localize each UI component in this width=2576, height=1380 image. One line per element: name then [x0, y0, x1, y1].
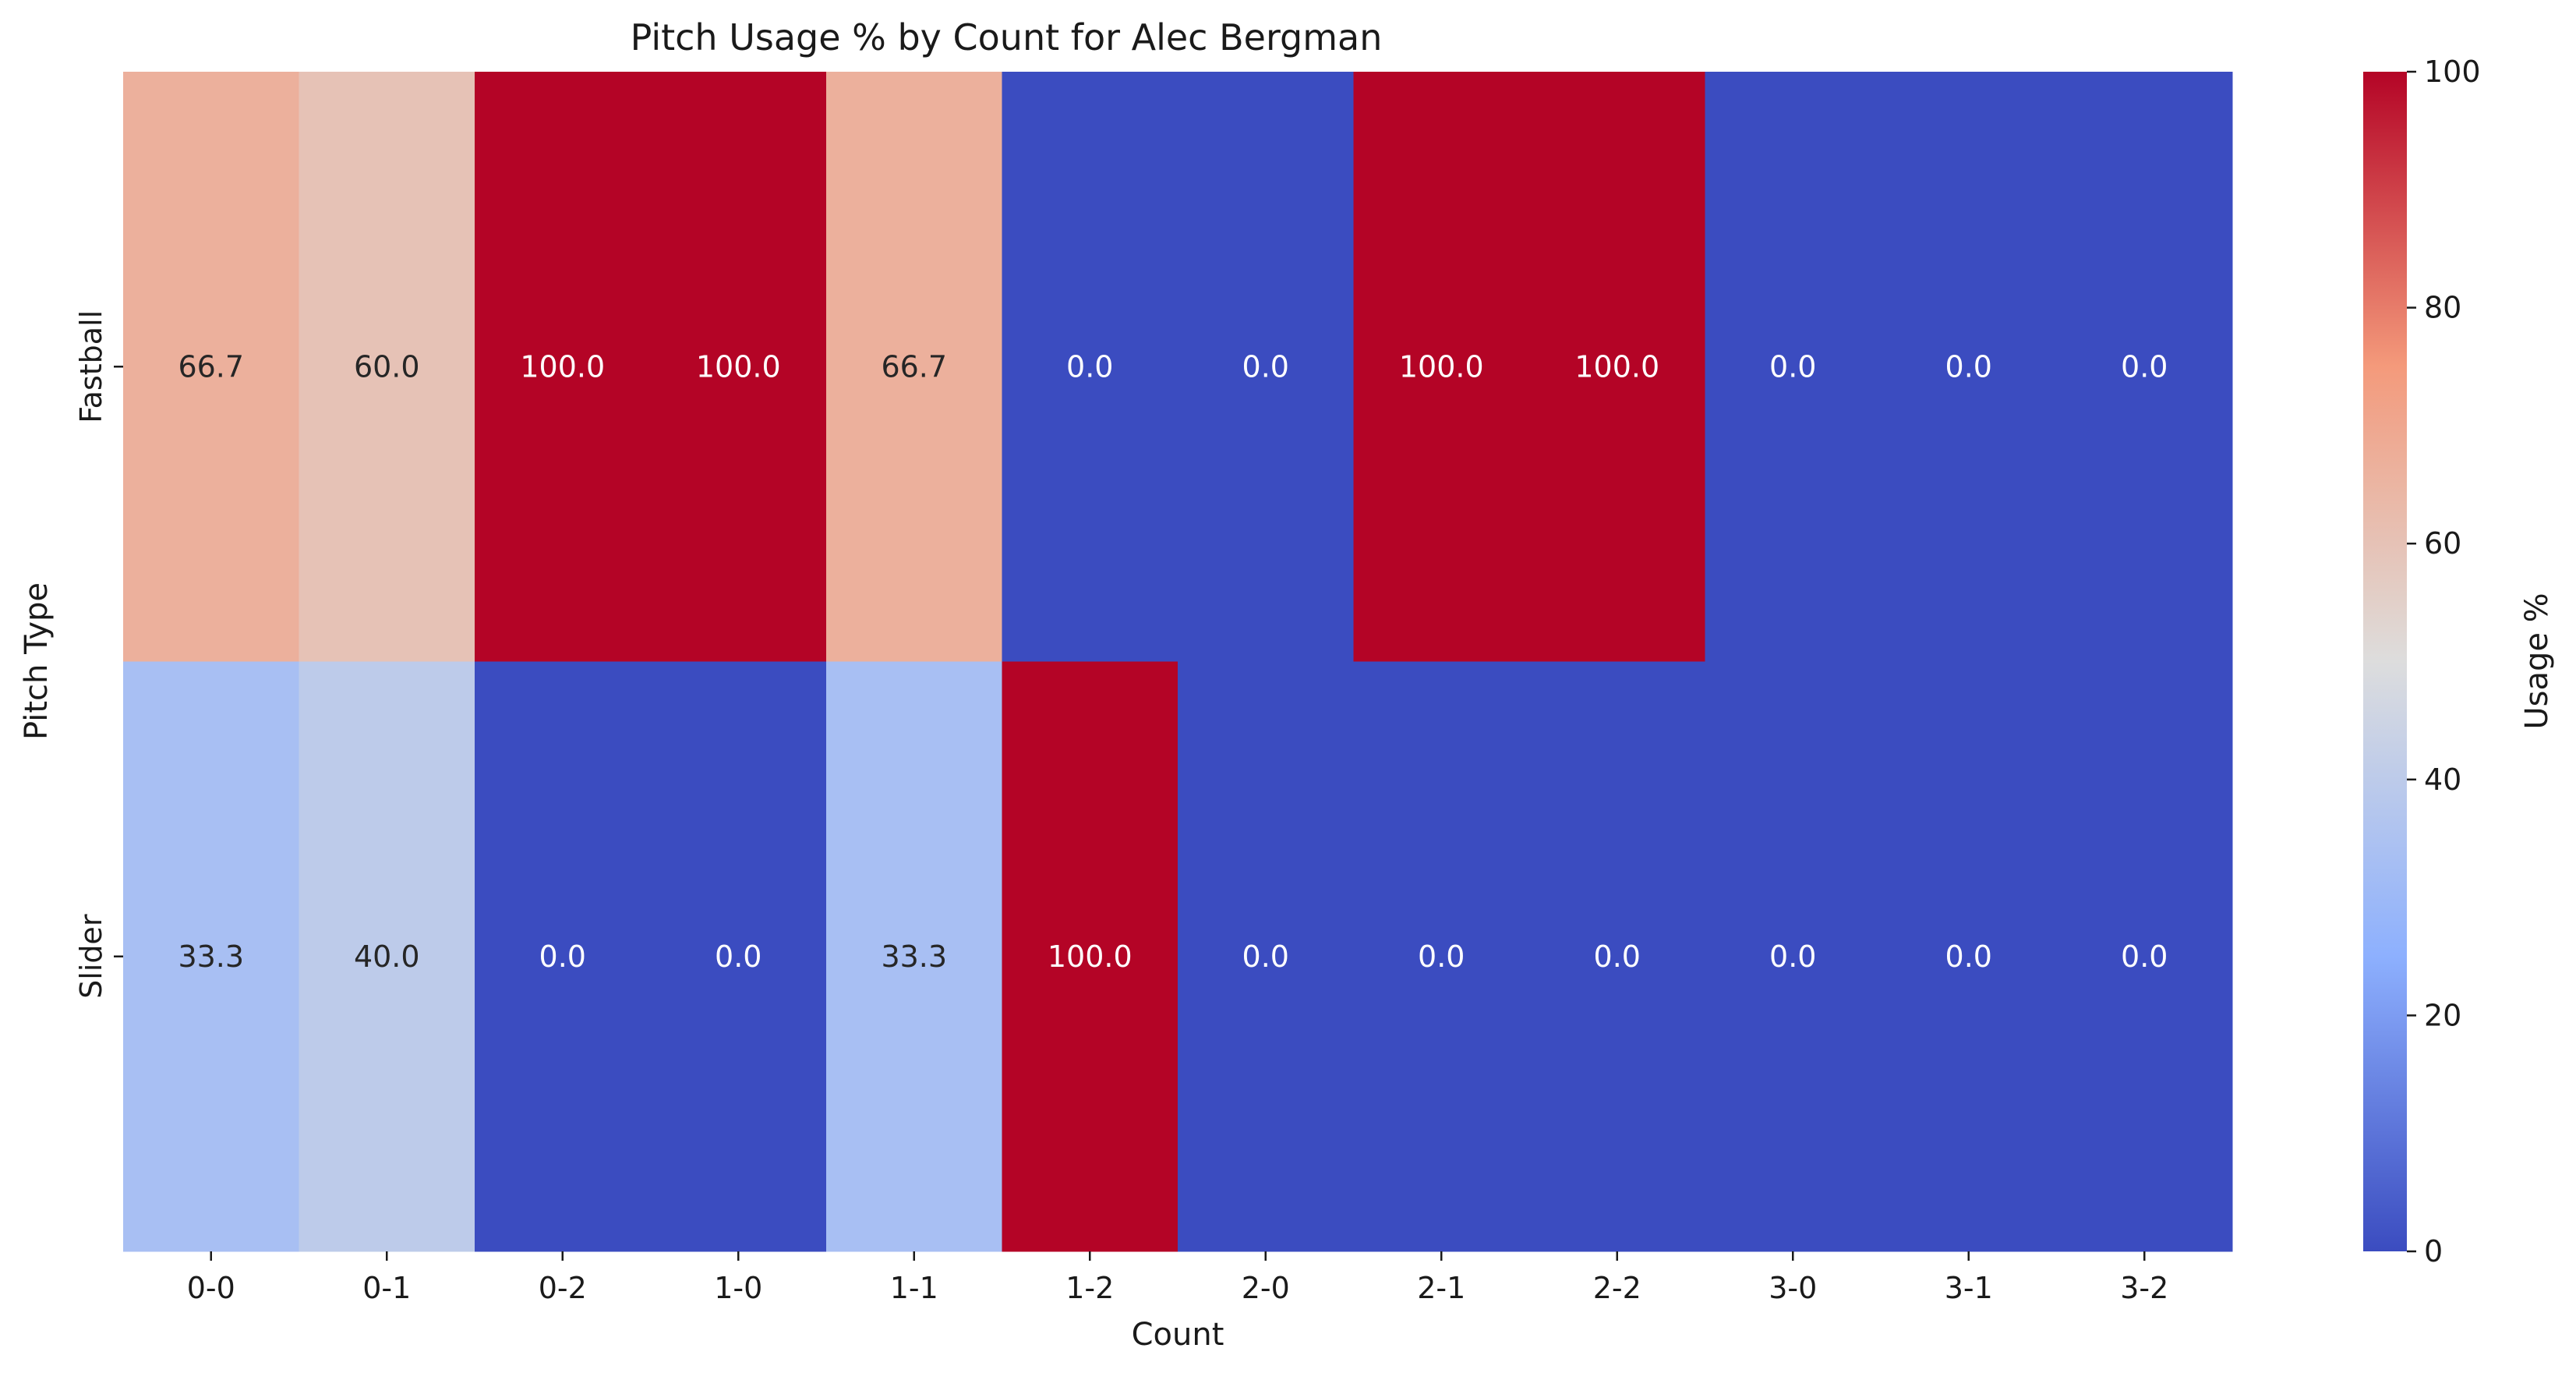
- x-tick-label-2-1: 2-1: [1417, 1271, 1465, 1305]
- cell-label-fastball-3-2: 0.0: [2121, 349, 2168, 384]
- cell-fastball-1-0: [650, 72, 827, 662]
- heatmap-cell-labels: 66.7 60.0 100.0 100.0 66.7 0.0 0.0 100.0 100.0 0.…: [178, 349, 2168, 974]
- cell-fastball-2-1: [1353, 72, 1530, 662]
- x-tick-label-1-2: 1-2: [1065, 1271, 1114, 1305]
- cell-label-fastball-1-0: 100.0: [696, 349, 781, 384]
- cell-label-fastball-2-1: 100.0: [1399, 349, 1484, 384]
- colorbar-label: Usage %: [2519, 593, 2555, 729]
- cell-fastball-3-1: [1881, 72, 2057, 662]
- cell-fastball-0-1: [299, 72, 475, 662]
- cell-label-fastball-0-0: 66.7: [178, 349, 244, 384]
- colorbar-ticks: 0 20 40 60 80 100: [2407, 55, 2481, 1269]
- y-axis-label: Pitch Type: [19, 582, 55, 740]
- x-tick-label-0-1: 0-1: [362, 1271, 411, 1305]
- cell-label-fastball-1-1: 66.7: [881, 349, 947, 384]
- cell-label-fastball-0-1: 60.0: [354, 349, 420, 384]
- y-tick-label-slider: Slider: [74, 914, 108, 999]
- x-tick-label-0-2: 0-2: [539, 1271, 587, 1305]
- cell-slider-0-0: [123, 661, 299, 1252]
- cell-label-slider-2-2: 0.0: [1594, 939, 1641, 974]
- colorbar-tick-label-20: 20: [2424, 998, 2461, 1032]
- x-tick-label-3-0: 3-0: [1769, 1271, 1817, 1305]
- cell-label-slider-3-1: 0.0: [1945, 939, 1992, 974]
- cell-fastball-1-2: [1002, 72, 1178, 662]
- cell-label-slider-1-0: 0.0: [715, 939, 761, 974]
- cell-fastball-0-0: [123, 72, 299, 662]
- cell-slider-3-0: [1705, 661, 1882, 1252]
- y-tick-label-fastball: Fastball: [74, 310, 108, 423]
- cell-label-fastball-1-2: 0.0: [1066, 349, 1113, 384]
- cell-slider-3-1: [1881, 661, 2057, 1252]
- x-axis-label: Count: [1132, 1317, 1224, 1353]
- cell-fastball-1-1: [826, 72, 1002, 662]
- x-axis-ticks: 0-0 0-1 0-2 1-0 1-1 1-2 2-0 2-1 2-2 3-0 3-1 3-2: [187, 1251, 2168, 1305]
- cell-label-slider-3-0: 0.0: [1769, 939, 1816, 974]
- colorbar-tick-label-0: 0: [2424, 1234, 2443, 1269]
- cell-label-fastball-2-0: 0.0: [1242, 349, 1289, 384]
- colorbar-tick-label-100: 100: [2424, 55, 2481, 89]
- x-tick-label-3-2: 3-2: [2120, 1271, 2168, 1305]
- cell-slider-1-1: [826, 661, 1002, 1252]
- cell-label-slider-0-0: 33.3: [178, 939, 244, 974]
- cell-fastball-3-2: [2056, 72, 2233, 662]
- cell-slider-0-2: [475, 661, 651, 1252]
- cell-label-slider-0-2: 0.0: [539, 939, 586, 974]
- x-tick-label-2-0: 2-0: [1242, 1271, 1290, 1305]
- cell-slider-2-1: [1353, 661, 1530, 1252]
- cell-label-fastball-0-2: 100.0: [520, 349, 605, 384]
- cell-fastball-3-0: [1705, 72, 1882, 662]
- cell-slider-1-0: [650, 661, 827, 1252]
- cell-slider-2-2: [1529, 661, 1705, 1252]
- colorbar: [2363, 72, 2407, 1251]
- cell-label-slider-1-1: 33.3: [881, 939, 947, 974]
- x-tick-label-0-0: 0-0: [187, 1271, 235, 1305]
- y-axis-ticks: Fastball Slider: [74, 310, 123, 999]
- cell-label-slider-2-1: 0.0: [1418, 939, 1465, 974]
- cell-label-slider-0-1: 40.0: [354, 939, 420, 974]
- cell-label-slider-3-2: 0.0: [2121, 939, 2168, 974]
- cell-fastball-2-0: [1178, 72, 1354, 662]
- cell-label-fastball-2-2: 100.0: [1574, 349, 1659, 384]
- colorbar-tick-label-40: 40: [2424, 763, 2461, 797]
- cell-slider-0-1: [299, 661, 475, 1252]
- cell-slider-1-2: [1002, 661, 1178, 1252]
- colorbar-tick-label-60: 60: [2424, 526, 2461, 561]
- x-tick-label-1-0: 1-0: [714, 1271, 762, 1305]
- chart-title: Pitch Usage % by Count for Alec Bergman: [631, 16, 1383, 58]
- x-tick-label-3-1: 3-1: [1945, 1271, 1993, 1305]
- x-tick-label-1-1: 1-1: [890, 1271, 938, 1305]
- cell-label-fastball-3-1: 0.0: [1945, 349, 1992, 384]
- cell-slider-2-0: [1178, 661, 1354, 1252]
- cell-fastball-0-2: [475, 72, 651, 662]
- x-tick-label-2-2: 2-2: [1593, 1271, 1641, 1305]
- cell-fastball-2-2: [1529, 72, 1705, 662]
- colorbar-tick-label-80: 80: [2424, 291, 2461, 325]
- cell-label-fastball-3-0: 0.0: [1769, 349, 1816, 384]
- heatmap-cells: [123, 72, 2233, 1252]
- cell-label-slider-1-2: 100.0: [1048, 939, 1133, 974]
- cell-label-slider-2-0: 0.0: [1242, 939, 1289, 974]
- cell-slider-3-2: [2056, 661, 2233, 1252]
